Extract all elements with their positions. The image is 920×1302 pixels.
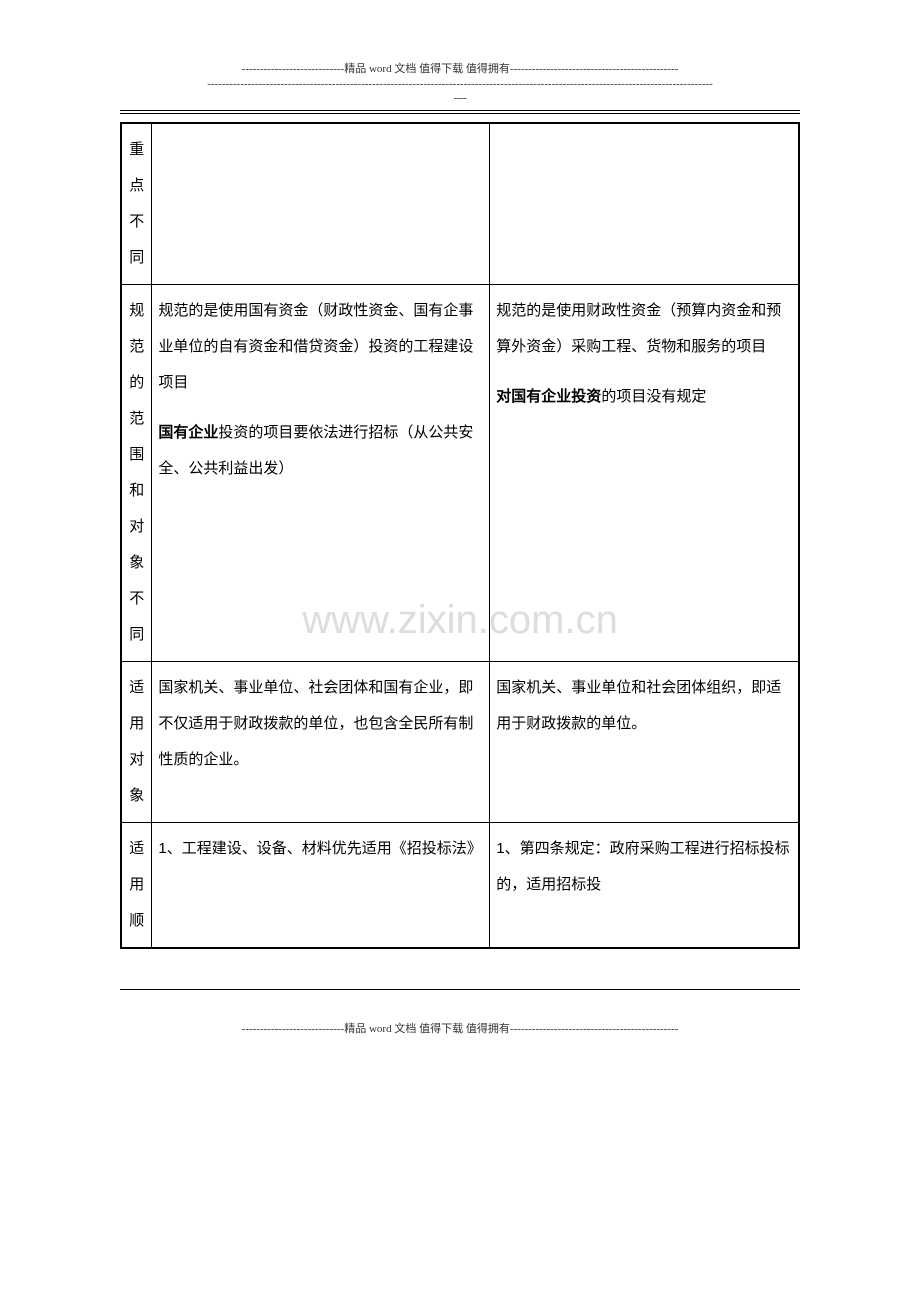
header-rule-1	[120, 110, 800, 111]
table-row: 规范的范围和对象不同 规范的是使用国有资金（财政性资金、国有企事业单位的自有资金…	[121, 285, 799, 662]
table-row: 适用顺 1、工程建设、设备、材料优先适用《招投标法》 1、第四条规定：政府采购工…	[121, 823, 799, 949]
row-mid	[152, 123, 490, 285]
row-label: 适用顺	[121, 823, 152, 949]
bold-text: 对国有企业投资	[496, 388, 601, 405]
bold-text: 国有企业	[158, 424, 218, 441]
cell-p2: 国有企业投资的项目要依法进行招标（从公共安全、公共利益出发）	[158, 415, 483, 487]
row-mid: 规范的是使用国有资金（财政性资金、国有企事业单位的自有资金和借贷资金）投资的工程…	[152, 285, 490, 662]
footer-rule	[120, 989, 800, 990]
cell-p1: 规范的是使用财政性资金（预算内资金和预算外资金）采购工程、货物和服务的项目	[496, 302, 781, 355]
row-label: 重点不同	[121, 123, 152, 285]
header-line-3: ----	[120, 92, 800, 104]
cell-p1: 规范的是使用国有资金（财政性资金、国有企事业单位的自有资金和借贷资金）投资的工程…	[158, 302, 473, 391]
rest-text: 的项目没有规定	[601, 388, 706, 405]
table-row: 适用对象 国家机关、事业单位、社会团体和国有企业，即不仅适用于财政拨款的单位，也…	[121, 662, 799, 823]
table-row: 重点不同	[121, 123, 799, 285]
cell-p2: 对国有企业投资的项目没有规定	[496, 379, 792, 415]
header-line-1: ----------------------------精品 word 文档 值…	[120, 60, 800, 76]
row-label: 适用对象	[121, 662, 152, 823]
main-table: 重点不同 规范的范围和对象不同 规范的是使用国有资金（财政性资金、国有企事业单位…	[120, 122, 800, 949]
row-mid: 1、工程建设、设备、材料优先适用《招投标法》	[152, 823, 490, 949]
row-label: 规范的范围和对象不同	[121, 285, 152, 662]
row-right: 规范的是使用财政性资金（预算内资金和预算外资金）采购工程、货物和服务的项目 对国…	[490, 285, 799, 662]
row-right	[490, 123, 799, 285]
footer-line: ----------------------------精品 word 文档 值…	[120, 1020, 800, 1036]
header-line-2: ----------------------------------------…	[120, 78, 800, 90]
row-right: 1、第四条规定：政府采购工程进行招标投标的，适用招标投	[490, 823, 799, 949]
row-right: 国家机关、事业单位和社会团体组织，即适用于财政拨款的单位。	[490, 662, 799, 823]
row-mid: 国家机关、事业单位、社会团体和国有企业，即不仅适用于财政拨款的单位，也包含全民所…	[152, 662, 490, 823]
header-rule-2	[120, 113, 800, 114]
page-container: ----------------------------精品 word 文档 值…	[0, 0, 920, 1076]
